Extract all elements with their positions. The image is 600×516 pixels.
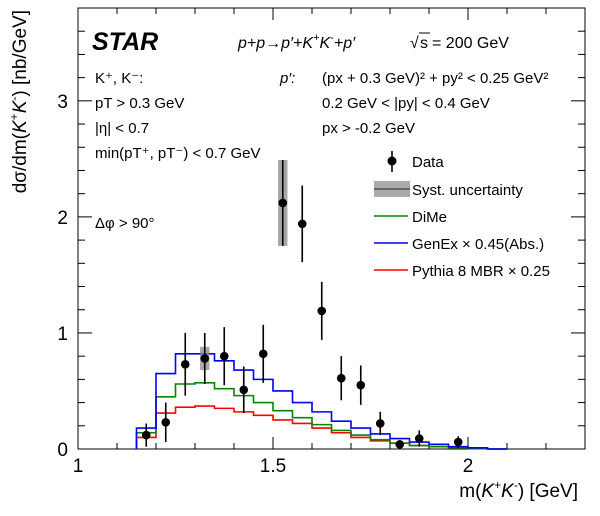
axis-ticks (77, 8, 586, 450)
y-tick-label: 0 (57, 440, 68, 461)
legend-data-label: Data (412, 154, 444, 171)
x-tick-label: 2 (463, 456, 474, 477)
y-axis-label: dσ/dm(K+K-) [nb/GeV] (7, 10, 31, 193)
svg-text:Δφ > 90°: Δφ > 90° (95, 215, 155, 232)
data-points (141, 160, 463, 449)
y-tick-labels: 0 1 2 3 (57, 92, 68, 461)
energy-label: √ s = 200 GeV (410, 32, 509, 52)
plot-frame (77, 7, 586, 450)
data-point (297, 219, 307, 229)
data-point (375, 419, 385, 428)
svg-text:√: √ (410, 35, 419, 52)
data-point (161, 418, 171, 427)
data-point (317, 306, 327, 316)
data-point (356, 380, 366, 390)
legend-pythia-label: Pythia 8 MBR × 0.25 (412, 263, 550, 280)
data-point (200, 354, 210, 363)
legend-syst-label: Syst. uncertainty (412, 182, 523, 199)
y-tick-label: 2 (57, 208, 68, 229)
data-point (395, 440, 405, 449)
model-histograms (135, 353, 507, 450)
proton-cuts: p′: (px + 0.3 GeV)² + py² < 0.25 GeV² 0.… (279, 70, 548, 137)
data-point (258, 349, 268, 359)
process-label: p+p→p′+K+K-+p′ (237, 32, 356, 52)
data-point (180, 359, 190, 369)
legend-genex-label: GenEx × 0.45(Abs.) (412, 236, 544, 253)
data-point (239, 385, 249, 395)
x-tick-label: 1.5 (260, 456, 286, 477)
x-tick-label: 1 (73, 456, 84, 477)
data-point (336, 373, 346, 383)
y-tick-label: 3 (57, 92, 68, 113)
x-axis-label: m(K+K-) [GeV] (459, 478, 578, 502)
legend-data-marker (387, 151, 397, 172)
data-point (453, 437, 463, 447)
svg-text:px > -0.2 GeV: px > -0.2 GeV (322, 120, 415, 137)
systematic-boxes (200, 160, 288, 371)
svg-text:0.2 GeV < |py| < 0.4 GeV: 0.2 GeV < |py| < 0.4 GeV (322, 95, 490, 112)
y-tick-label: 1 (57, 324, 68, 345)
data-point (219, 351, 229, 361)
data-point (141, 430, 151, 440)
svg-text:min(pT⁺, pT⁻) < 0.7 GeV: min(pT⁺, pT⁻) < 0.7 GeV (95, 145, 260, 162)
svg-text:|η| < 0.7: |η| < 0.7 (95, 120, 149, 137)
data-point (278, 198, 288, 208)
svg-text:K⁺, K⁻:: K⁺, K⁻: (95, 70, 143, 87)
experiment-logo: STAR (92, 28, 158, 56)
genex-histogram (135, 353, 507, 450)
data-point (414, 434, 424, 443)
svg-text:(px + 0.3 GeV)² + py² < 0.25 G: (px + 0.3 GeV)² + py² < 0.25 GeV² (322, 70, 548, 87)
svg-text:p′:: p′: (279, 70, 295, 87)
kaon-cuts: K⁺, K⁻: pT > 0.3 GeV |η| < 0.7 min(pT⁺, … (95, 70, 260, 232)
dime-histogram (135, 382, 507, 450)
svg-text:pT > 0.3 GeV: pT > 0.3 GeV (95, 95, 184, 112)
svg-text:s= 200 GeV: s = 200 GeV (420, 35, 509, 52)
x-tick-labels: 1 1.5 2 (73, 456, 474, 477)
legend: Data Syst. uncertainty DiMe GenEx × 0.45… (374, 151, 550, 280)
legend-dime-label: DiMe (412, 209, 447, 226)
